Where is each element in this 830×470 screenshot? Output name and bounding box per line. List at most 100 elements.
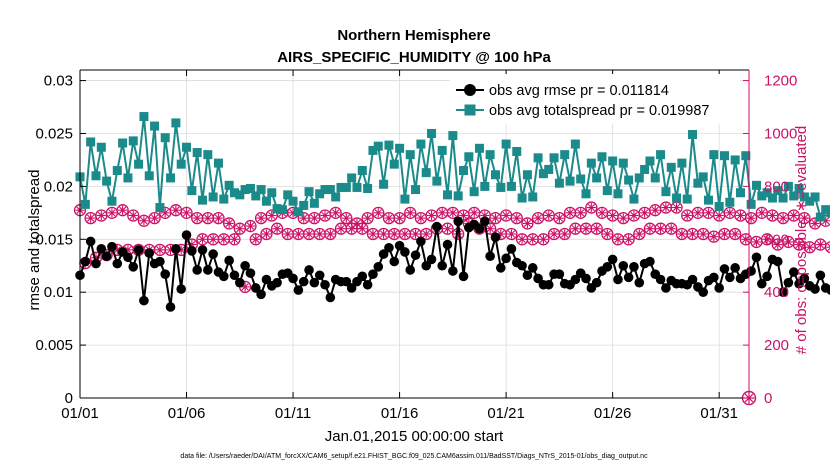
obs-evaluated-stroke [449,209,457,217]
obs-evaluated-stroke [262,230,271,238]
rmse-marker [432,221,442,232]
y-tick-label-right: 1000 [764,125,797,142]
spread-marker [704,195,714,205]
obs-evaluated-stroke [609,211,617,220]
obs-evaluated-stroke [545,211,553,220]
obs-evaluated-stroke [656,225,665,233]
rmse-marker [394,240,405,251]
rmse-marker [203,265,213,275]
tick-labels: 01/01 01/06 01/11 01/16 01/21 01/26 01/31 0 0.00… [35,73,797,422]
rmse-marker [362,279,373,290]
obs-evaluated-stroke [150,214,159,222]
obs-evaluated-stroke [374,209,382,217]
obs-possible-marker [127,209,140,222]
obs-possible-marker [356,222,369,235]
rmse-marker [405,265,416,275]
obs-evaluated-marker [592,224,602,234]
rmse-marker [261,274,272,285]
rmse-marker [458,271,469,282]
spread-marker [256,185,266,195]
spread-marker [634,173,644,183]
spread-marker [182,142,192,152]
spread-marker [805,196,815,206]
y-axis-label-left: rmse and totalspread [26,170,43,311]
obs-possible-marker [372,206,385,219]
spread-marker [677,158,687,168]
obs-evaluated-marker [384,213,394,223]
obs-evaluated-stroke [507,230,516,238]
spread-marker [363,184,373,194]
rmse-marker [250,283,261,293]
obs-evaluated-stroke [353,219,361,228]
obs-evaluated-marker [767,210,778,221]
spread-marker [512,146,522,156]
obs-possible-marker [798,211,811,225]
obs-evaluated-marker [730,229,740,239]
obs-evaluated-marker [208,234,218,244]
obs-evaluated-marker [549,229,559,239]
rmse-marker [453,216,463,227]
obs-evaluated-stroke [486,225,494,233]
obs-evaluated-marker [544,210,554,221]
spread-marker [496,182,506,192]
rmse-marker [400,247,410,257]
rmse-marker [410,250,421,260]
obs-evaluated-stroke [390,230,398,238]
spread-marker [741,151,751,161]
obs-evaluated-marker [304,229,314,239]
y-tick-label-left: 0.015 [35,231,73,248]
obs-evaluated-stroke [326,230,334,238]
spread-marker [560,150,570,160]
spread-marker [341,182,351,192]
x-axis-label: Jan.01,2015 00:00:00 start [325,428,504,445]
rmse-marker [96,244,107,254]
rmse-marker [176,284,187,294]
obs-evaluated-stroke [438,209,446,217]
spread-marker [597,152,607,162]
rmse-marker [181,230,192,240]
obs-possible-marker [249,233,262,246]
obs-evaluated-stroke [582,225,590,233]
rmse-marker [815,270,826,281]
rmse-marker [714,283,724,293]
rmse-marker [826,285,830,295]
obs-evaluated-marker [687,229,698,239]
obs-evaluated-stroke [310,214,319,222]
y-tick-label-left: 0.03 [44,73,73,90]
axes [79,69,750,399]
obs-evaluated-marker [283,229,293,239]
rmse-marker [341,276,352,287]
spread-marker [746,199,756,209]
spread-marker [283,190,293,200]
obs-evaluated-stroke [662,203,670,212]
obs-evaluated-marker [245,221,256,231]
obs-evaluated-marker [650,205,660,215]
rmse-marker [661,283,671,293]
obs-evaluated-stroke [800,214,809,222]
spread-marker [437,145,447,155]
obs-evaluated-stroke [97,211,105,220]
obs-evaluated-stroke [87,214,95,222]
obs-evaluated-marker [293,229,303,239]
spread-marker [602,186,612,196]
obs-evaluated-marker [709,232,719,242]
obs-evaluated-marker [181,208,192,218]
obs-evaluated-stroke [209,235,217,243]
obs-evaluated-marker [325,229,335,239]
y-tick-label-left: 0.005 [35,337,73,354]
obs-evaluated-stroke [593,225,601,233]
obs-evaluated-marker [96,210,106,221]
obs-evaluated-stroke [518,235,526,243]
obs-evaluated-marker [400,229,410,239]
y-tick-label-left: 0.025 [35,125,73,142]
y-axis-label-right: # of obs: o=possible; ∗=evaluated [793,126,810,355]
spread-marker [650,173,660,183]
rmse-marker [234,277,245,288]
obs-evaluated-stroke [257,214,265,222]
spread-marker [506,181,516,191]
spread-marker [336,182,346,192]
rmse-marker [373,262,384,272]
obs-evaluated-marker [554,213,564,223]
obs-possible-marker [148,211,161,225]
